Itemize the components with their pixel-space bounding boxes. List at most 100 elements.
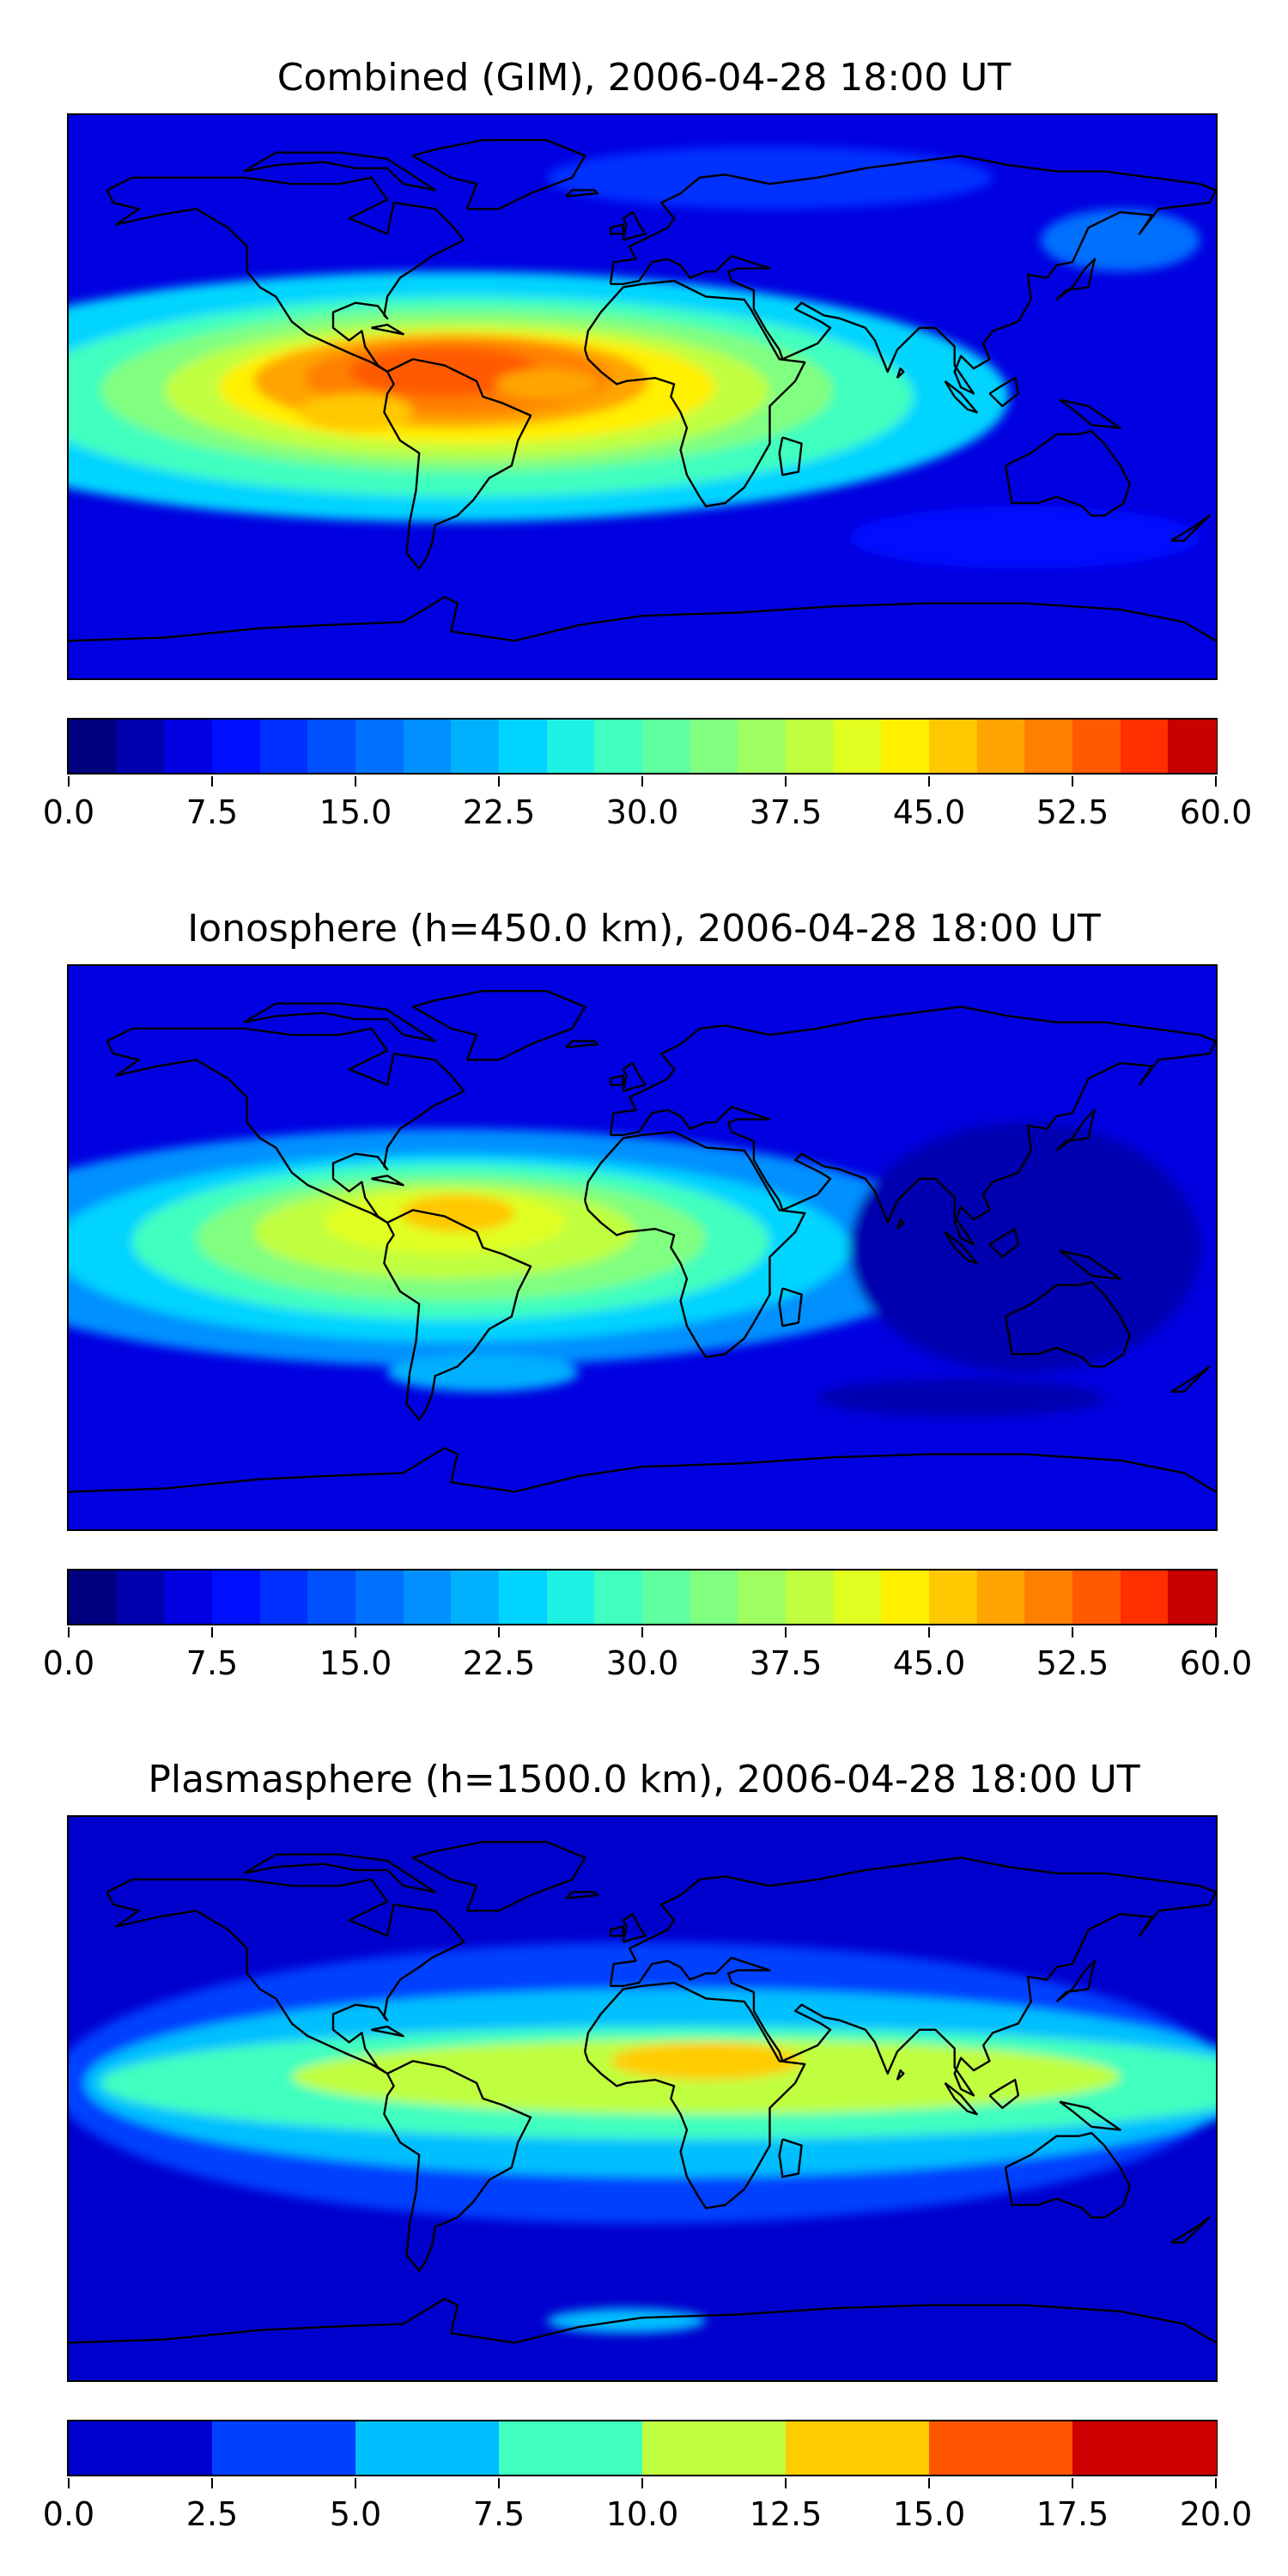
colorbar-tick-label: 45.0 [892, 793, 966, 831]
colorbar-segment [786, 1571, 835, 1624]
colorbar-segment [786, 720, 835, 773]
colorbar: 0.0 7.5 15.0 22.5 30.0 37.5 45.0 52.5 60.0 [43, 718, 1252, 831]
colorbar-tick [355, 1627, 356, 1637]
colorbar-tick [928, 776, 930, 787]
coastline [988, 2078, 1020, 2110]
coastline [1004, 2131, 1131, 2219]
coastline [1170, 1365, 1211, 1393]
tec-contours [69, 1941, 1216, 2334]
coastline [383, 1209, 532, 1421]
coastline [243, 1853, 437, 1893]
coastline [609, 223, 624, 235]
colorbar-tick [1215, 1627, 1217, 1637]
colorbar-tick [68, 2478, 70, 2488]
colorbar-segment [833, 720, 882, 773]
coastline [69, 596, 1216, 642]
colorbar-tick-label: 10.0 [605, 2495, 679, 2533]
colorbar-tick-label: 52.5 [1036, 1644, 1109, 1682]
tec-contour-band [298, 393, 413, 432]
colorbar-tick-label: 15.0 [319, 1644, 392, 1682]
coastline [944, 1230, 978, 1265]
colorbar-tick [1215, 776, 1217, 787]
colorbar-segment [1072, 1571, 1121, 1624]
colorbar-segment [307, 1571, 356, 1624]
colorbar-tick [68, 1627, 70, 1637]
colorbar-segment [499, 2421, 643, 2475]
tec-contour-band [817, 1379, 1105, 1417]
colorbar-segment [738, 720, 787, 773]
colorbar-tick-label: 0.0 [42, 2495, 95, 2533]
coastline [896, 368, 905, 379]
colorbar-segment [833, 1571, 882, 1624]
coastline [1055, 1959, 1097, 2002]
colorbar-segment [786, 2421, 930, 2475]
colorbar-tick-label: 7.5 [185, 1644, 239, 1682]
coastline [69, 2298, 1216, 2344]
colorbar-segment [881, 1571, 930, 1624]
colorbar-segment [307, 720, 356, 773]
coastline [584, 279, 806, 507]
coastline [565, 1891, 599, 1899]
tec-contour-band [495, 368, 598, 400]
colorbar-segment [403, 720, 452, 773]
colorbar-segment [642, 2421, 787, 2475]
coastline [609, 1074, 624, 1086]
tec-contours [69, 146, 1200, 569]
colorbar-segment [1168, 1571, 1217, 1624]
colorbar: 0.0 2.5 5.0 7.5 10.0 12.5 15.0 17.5 20.0 [43, 2420, 1252, 2533]
coastline [1055, 258, 1097, 301]
coastline [243, 1002, 437, 1042]
coastline [609, 1925, 624, 1937]
coastline [609, 1856, 1216, 2097]
coastline [622, 1912, 647, 1943]
colorbar-segment [69, 720, 118, 773]
coastline [1059, 1249, 1121, 1280]
colorbar-segment [929, 1571, 978, 1624]
colorbar-tick-label: 5.0 [329, 2495, 382, 2533]
colorbar-tick [1072, 2478, 1073, 2488]
map-plot [67, 1815, 1218, 2382]
colorbar-segment [929, 720, 978, 773]
map-plot [67, 113, 1218, 680]
coastlines [69, 989, 1216, 1493]
colorbar-tick [355, 776, 356, 787]
coastline [622, 1061, 647, 1092]
coastlines [69, 1840, 1216, 2344]
colorbar-segment [546, 1571, 595, 1624]
coastline [609, 1005, 1216, 1246]
coastline [106, 1878, 465, 2075]
colorbar-segment [1024, 1571, 1073, 1624]
tec-contour-band [849, 506, 1200, 569]
tec-contour-band [387, 1353, 579, 1392]
colorbar-segment [1120, 1571, 1169, 1624]
colorbar-segment [594, 1571, 643, 1624]
coastline [411, 1840, 586, 1912]
colorbar-segment [1120, 720, 1169, 773]
tec-contour-band [849, 1122, 1200, 1373]
colorbar-segment [499, 720, 548, 773]
colorbar-tick-label: 37.5 [749, 1644, 823, 1682]
colorbar-tick-label: 7.5 [185, 793, 239, 831]
coastline [584, 1130, 806, 1358]
colorbar-tick [928, 2478, 930, 2488]
coastlines [69, 138, 1216, 642]
coastline [1170, 514, 1211, 542]
colorbar-tick [211, 776, 213, 787]
panel-title: Ionosphere (h=450.0 km), 2006-04-28 18:0… [187, 907, 1101, 951]
panel-title: Plasmasphere (h=1500.0 km), 2006-04-28 1… [148, 1758, 1140, 1801]
coastline [609, 155, 1216, 395]
colorbar-tick-label: 0.0 [42, 793, 95, 831]
colorbar-tick-label: 37.5 [749, 793, 823, 831]
coastline [1170, 2216, 1211, 2244]
coastline [1059, 2100, 1121, 2131]
colorbar-segment [259, 1571, 308, 1624]
coastline [778, 1287, 803, 1327]
colorbar-tick-label: 17.5 [1036, 2495, 1109, 2533]
colorbar-tick [785, 1627, 787, 1637]
coastline [896, 2069, 905, 2081]
coastline [371, 324, 404, 336]
colorbar-segment [116, 720, 165, 773]
colorbar-tick-label: 15.0 [892, 2495, 966, 2533]
map-svg [69, 115, 1216, 678]
map-svg [69, 1817, 1216, 2380]
